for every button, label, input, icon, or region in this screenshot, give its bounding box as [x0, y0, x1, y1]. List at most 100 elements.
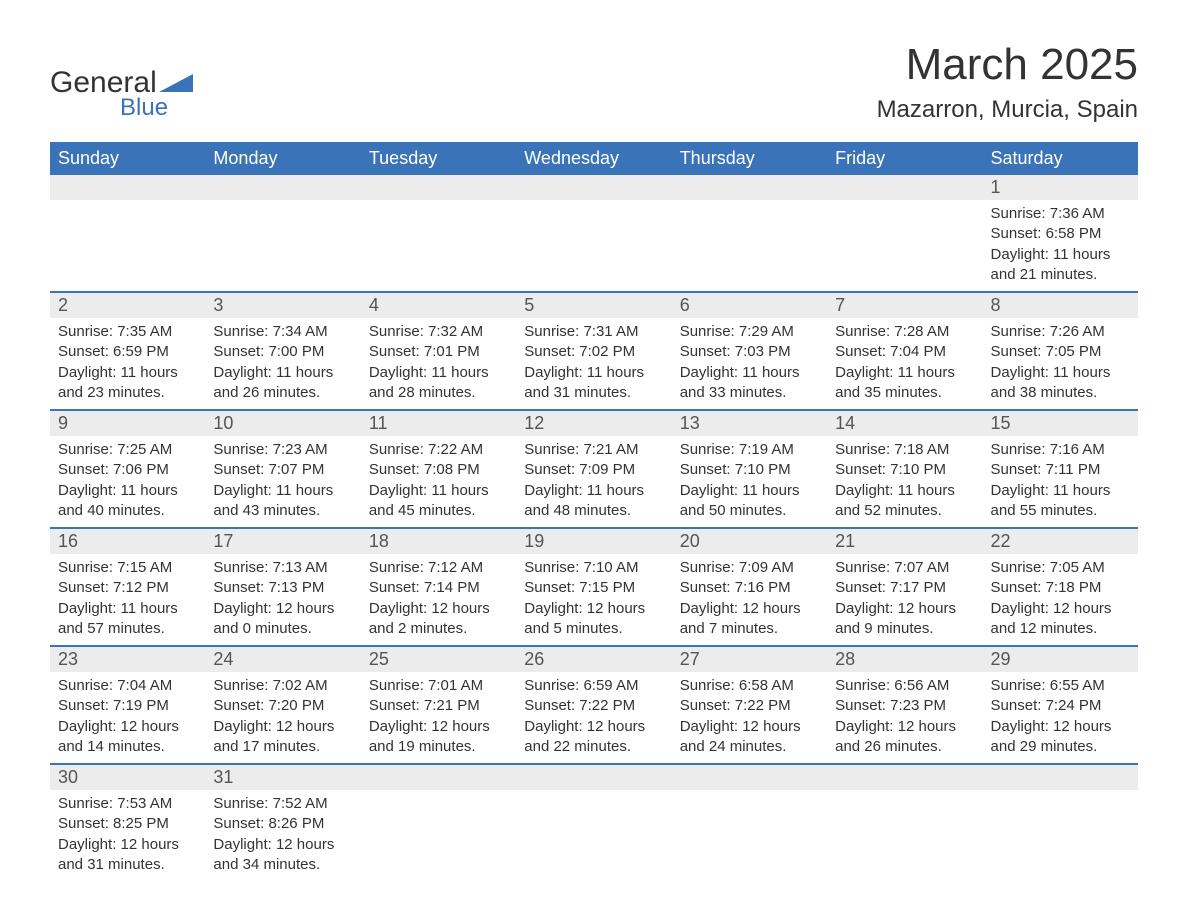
- calendar-cell: 28Sunrise: 6:56 AMSunset: 7:23 PMDayligh…: [827, 646, 982, 764]
- daylight-line-1: Daylight: 11 hours: [369, 481, 508, 501]
- calendar-table: Sunday Monday Tuesday Wednesday Thursday…: [50, 142, 1138, 881]
- daylight-line-1: Daylight: 12 hours: [680, 599, 819, 619]
- sunset-line: Sunset: 7:23 PM: [835, 696, 974, 716]
- sunset-line: Sunset: 7:09 PM: [524, 460, 663, 480]
- day-number: [672, 175, 827, 200]
- sunset-line: Sunset: 7:00 PM: [213, 342, 352, 362]
- sunset-line: Sunset: 7:20 PM: [213, 696, 352, 716]
- day-body: Sunrise: 6:56 AMSunset: 7:23 PMDaylight:…: [827, 672, 982, 763]
- calendar-cell: 11Sunrise: 7:22 AMSunset: 7:08 PMDayligh…: [361, 410, 516, 528]
- daylight-line-2: and 55 minutes.: [991, 501, 1130, 521]
- calendar-cell: 31Sunrise: 7:52 AMSunset: 8:26 PMDayligh…: [205, 764, 360, 881]
- sunrise-line: Sunrise: 7:10 AM: [524, 558, 663, 578]
- sunrise-line: Sunrise: 7:05 AM: [991, 558, 1130, 578]
- daylight-line-2: and 38 minutes.: [991, 383, 1130, 403]
- day-number: 8: [983, 293, 1138, 318]
- sunset-line: Sunset: 7:14 PM: [369, 578, 508, 598]
- daylight-line-2: and 52 minutes.: [835, 501, 974, 521]
- daylight-line-1: Daylight: 11 hours: [58, 599, 197, 619]
- day-number: 6: [672, 293, 827, 318]
- calendar-cell: 25Sunrise: 7:01 AMSunset: 7:21 PMDayligh…: [361, 646, 516, 764]
- day-body: Sunrise: 7:25 AMSunset: 7:06 PMDaylight:…: [50, 436, 205, 527]
- sunrise-line: Sunrise: 7:21 AM: [524, 440, 663, 460]
- day-number: 11: [361, 411, 516, 436]
- day-number: 30: [50, 765, 205, 790]
- sunset-line: Sunset: 7:10 PM: [680, 460, 819, 480]
- sunrise-line: Sunrise: 7:23 AM: [213, 440, 352, 460]
- calendar-cell: [983, 764, 1138, 881]
- calendar-cell: 10Sunrise: 7:23 AMSunset: 7:07 PMDayligh…: [205, 410, 360, 528]
- calendar-cell: 16Sunrise: 7:15 AMSunset: 7:12 PMDayligh…: [50, 528, 205, 646]
- day-number: [361, 765, 516, 790]
- calendar-cell: 21Sunrise: 7:07 AMSunset: 7:17 PMDayligh…: [827, 528, 982, 646]
- daylight-line-1: Daylight: 12 hours: [680, 717, 819, 737]
- calendar-cell: 26Sunrise: 6:59 AMSunset: 7:22 PMDayligh…: [516, 646, 671, 764]
- sunset-line: Sunset: 7:15 PM: [524, 578, 663, 598]
- weekday-header: Thursday: [672, 142, 827, 175]
- day-number: 28: [827, 647, 982, 672]
- day-body: Sunrise: 7:31 AMSunset: 7:02 PMDaylight:…: [516, 318, 671, 409]
- sunset-line: Sunset: 7:24 PM: [991, 696, 1130, 716]
- day-number: [205, 175, 360, 200]
- day-body: [827, 200, 982, 220]
- weekday-header: Tuesday: [361, 142, 516, 175]
- day-number: 26: [516, 647, 671, 672]
- daylight-line-2: and 23 minutes.: [58, 383, 197, 403]
- day-number: 23: [50, 647, 205, 672]
- day-body: Sunrise: 7:29 AMSunset: 7:03 PMDaylight:…: [672, 318, 827, 409]
- daylight-line-1: Daylight: 11 hours: [835, 363, 974, 383]
- day-body: Sunrise: 7:23 AMSunset: 7:07 PMDaylight:…: [205, 436, 360, 527]
- day-number: 25: [361, 647, 516, 672]
- calendar-cell: 5Sunrise: 7:31 AMSunset: 7:02 PMDaylight…: [516, 292, 671, 410]
- sunset-line: Sunset: 7:02 PM: [524, 342, 663, 362]
- daylight-line-2: and 14 minutes.: [58, 737, 197, 757]
- day-number: 4: [361, 293, 516, 318]
- day-number: 2: [50, 293, 205, 318]
- daylight-line-1: Daylight: 11 hours: [213, 363, 352, 383]
- day-number: [983, 765, 1138, 790]
- day-body: [672, 200, 827, 220]
- day-body: [516, 790, 671, 810]
- day-number: 1: [983, 175, 1138, 200]
- daylight-line-1: Daylight: 11 hours: [524, 481, 663, 501]
- sunrise-line: Sunrise: 7:53 AM: [58, 794, 197, 814]
- sunrise-line: Sunrise: 7:02 AM: [213, 676, 352, 696]
- calendar-cell: 30Sunrise: 7:53 AMSunset: 8:25 PMDayligh…: [50, 764, 205, 881]
- logo: General Blue: [50, 66, 193, 122]
- sunrise-line: Sunrise: 7:25 AM: [58, 440, 197, 460]
- weekday-header: Sunday: [50, 142, 205, 175]
- day-body: [50, 200, 205, 220]
- day-body: [205, 200, 360, 220]
- daylight-line-1: Daylight: 12 hours: [213, 717, 352, 737]
- calendar-row: 30Sunrise: 7:53 AMSunset: 8:25 PMDayligh…: [50, 764, 1138, 881]
- sunrise-line: Sunrise: 7:29 AM: [680, 322, 819, 342]
- calendar-row: 16Sunrise: 7:15 AMSunset: 7:12 PMDayligh…: [50, 528, 1138, 646]
- day-body: Sunrise: 6:58 AMSunset: 7:22 PMDaylight:…: [672, 672, 827, 763]
- calendar-cell: 3Sunrise: 7:34 AMSunset: 7:00 PMDaylight…: [205, 292, 360, 410]
- calendar-cell: 7Sunrise: 7:28 AMSunset: 7:04 PMDaylight…: [827, 292, 982, 410]
- day-body: Sunrise: 7:16 AMSunset: 7:11 PMDaylight:…: [983, 436, 1138, 527]
- sunset-line: Sunset: 6:59 PM: [58, 342, 197, 362]
- daylight-line-2: and 26 minutes.: [835, 737, 974, 757]
- daylight-line-1: Daylight: 11 hours: [991, 363, 1130, 383]
- daylight-line-1: Daylight: 12 hours: [991, 717, 1130, 737]
- day-body: [827, 790, 982, 810]
- day-number: [827, 175, 982, 200]
- daylight-line-1: Daylight: 11 hours: [524, 363, 663, 383]
- day-body: Sunrise: 7:07 AMSunset: 7:17 PMDaylight:…: [827, 554, 982, 645]
- daylight-line-1: Daylight: 12 hours: [213, 835, 352, 855]
- sunrise-line: Sunrise: 7:19 AM: [680, 440, 819, 460]
- calendar-cell: [361, 175, 516, 292]
- day-number: [50, 175, 205, 200]
- day-number: 22: [983, 529, 1138, 554]
- calendar-cell: 12Sunrise: 7:21 AMSunset: 7:09 PMDayligh…: [516, 410, 671, 528]
- day-body: Sunrise: 7:22 AMSunset: 7:08 PMDaylight:…: [361, 436, 516, 527]
- sunset-line: Sunset: 7:07 PM: [213, 460, 352, 480]
- calendar-cell: [516, 764, 671, 881]
- day-number: 9: [50, 411, 205, 436]
- day-number: 3: [205, 293, 360, 318]
- calendar-cell: [672, 764, 827, 881]
- calendar-cell: 6Sunrise: 7:29 AMSunset: 7:03 PMDaylight…: [672, 292, 827, 410]
- daylight-line-2: and 35 minutes.: [835, 383, 974, 403]
- sunset-line: Sunset: 7:10 PM: [835, 460, 974, 480]
